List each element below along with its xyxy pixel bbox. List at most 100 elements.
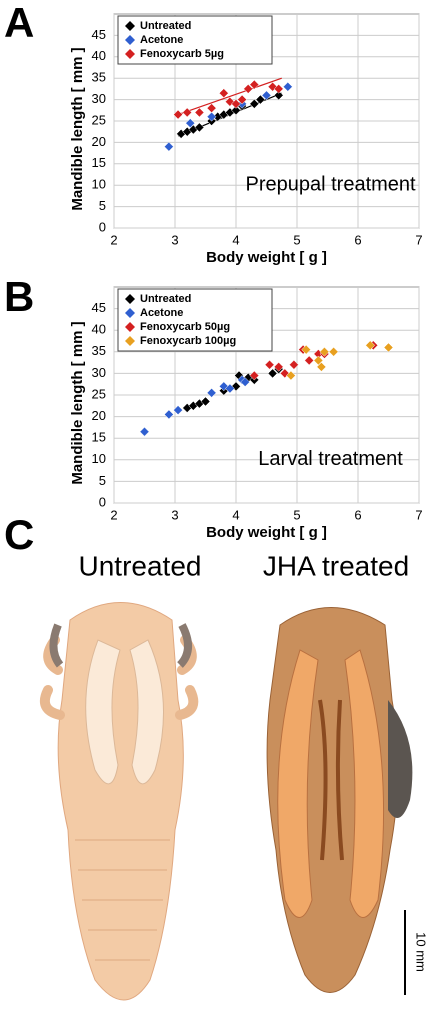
x-tick-label: 7	[415, 232, 422, 247]
x-axis-label: Body weight [ g ]	[206, 249, 327, 266]
data-point	[231, 105, 241, 116]
x-tick-label: 7	[415, 507, 422, 522]
legend-label: Untreated	[140, 293, 191, 305]
data-point	[200, 396, 211, 407]
data-point	[365, 340, 376, 351]
data-point	[261, 90, 272, 101]
annotation: Larval treatment	[258, 448, 403, 470]
y-axis-label: Mandible length [ mm ]	[69, 47, 86, 210]
y-tick-label: 15	[92, 430, 106, 445]
data-point	[164, 409, 174, 420]
y-tick-label: 10	[92, 177, 106, 192]
data-point	[319, 346, 330, 357]
data-point	[243, 84, 254, 94]
y-tick-label: 30	[92, 91, 106, 106]
panel-label: A	[4, 0, 34, 46]
data-point	[255, 94, 266, 105]
photo-panel: 10 mm Untreated JHA treated	[40, 550, 429, 1001]
x-tick-label: 3	[171, 232, 178, 247]
data-point	[282, 81, 293, 92]
legend-marker	[125, 336, 135, 346]
y-tick-label: 25	[92, 112, 106, 127]
y-tick-label: 20	[92, 408, 106, 423]
legend-label: Acetone	[140, 34, 183, 46]
legend-marker	[125, 308, 135, 318]
data-point	[383, 342, 394, 353]
data-point	[206, 103, 217, 114]
y-tick-label: 40	[92, 48, 106, 63]
y-tick-label: 25	[92, 386, 106, 401]
x-tick-label: 4	[232, 507, 239, 522]
data-point	[139, 426, 150, 437]
y-tick-label: 35	[92, 343, 106, 358]
x-tick-label: 6	[354, 507, 361, 522]
data-point	[240, 377, 251, 387]
data-point	[273, 84, 284, 94]
legend-label: Fenoxycarb 100µg	[140, 335, 236, 347]
legend-label: Fenoxycarb 5µg	[140, 48, 224, 60]
data-point	[194, 122, 205, 133]
y-tick-label: 15	[92, 155, 106, 170]
x-axis-label: Body weight [ g ]	[206, 524, 327, 541]
panel-label: C	[4, 511, 34, 558]
photo-label: JHA treated	[263, 550, 409, 581]
data-point	[237, 94, 247, 105]
data-point	[316, 362, 327, 372]
data-point	[249, 79, 260, 90]
data-point	[267, 368, 278, 379]
data-point	[206, 111, 217, 122]
data-point	[286, 370, 296, 381]
panel-label: B	[4, 273, 34, 320]
y-tick-label: 45	[92, 27, 106, 42]
data-point	[328, 346, 339, 357]
data-point	[194, 107, 205, 118]
x-tick-label: 6	[354, 232, 361, 247]
larva-treated	[266, 607, 413, 993]
x-tick-label: 5	[293, 507, 300, 522]
legend-marker	[125, 322, 135, 332]
y-tick-label: 35	[92, 70, 106, 85]
x-tick-label: 2	[110, 507, 117, 522]
legend-box	[117, 15, 273, 65]
data-point	[173, 109, 183, 120]
data-point	[273, 90, 284, 101]
data-point	[164, 141, 174, 152]
scale-bar-label: 10 mm	[414, 932, 429, 972]
y-tick-label: 5	[99, 198, 106, 213]
x-tick-label: 2	[110, 232, 117, 247]
larva-untreated	[40, 602, 199, 1001]
data-point	[289, 359, 299, 370]
data-point	[249, 370, 260, 381]
legend-marker	[125, 294, 135, 304]
legend-marker	[125, 21, 135, 31]
data-point	[182, 107, 193, 118]
x-tick-label: 5	[293, 232, 300, 247]
data-point	[304, 355, 315, 366]
data-point	[218, 88, 229, 99]
data-point	[264, 359, 275, 370]
y-tick-label: 40	[92, 322, 106, 337]
x-tick-label: 4	[232, 232, 239, 247]
legend-marker	[125, 35, 135, 45]
legend-label: Untreated	[140, 20, 191, 32]
data-point	[273, 362, 284, 372]
data-point	[225, 383, 235, 394]
legend-label: Fenoxycarb 50µg	[140, 321, 230, 333]
y-tick-label: 5	[99, 473, 106, 488]
y-axis-label: Mandible length [ mm ]	[69, 321, 86, 484]
data-point	[185, 118, 196, 128]
data-point	[173, 405, 183, 415]
y-tick-label: 10	[92, 451, 106, 466]
trend-line	[177, 77, 282, 116]
annotation: Prepupal treatment	[245, 173, 416, 195]
x-tick-label: 3	[171, 507, 178, 522]
data-point	[206, 387, 217, 398]
y-tick-label: 20	[92, 134, 106, 149]
photo-label: Untreated	[79, 550, 202, 581]
data-point	[231, 99, 241, 109]
legend-box	[117, 288, 273, 352]
legend-marker	[125, 49, 135, 59]
